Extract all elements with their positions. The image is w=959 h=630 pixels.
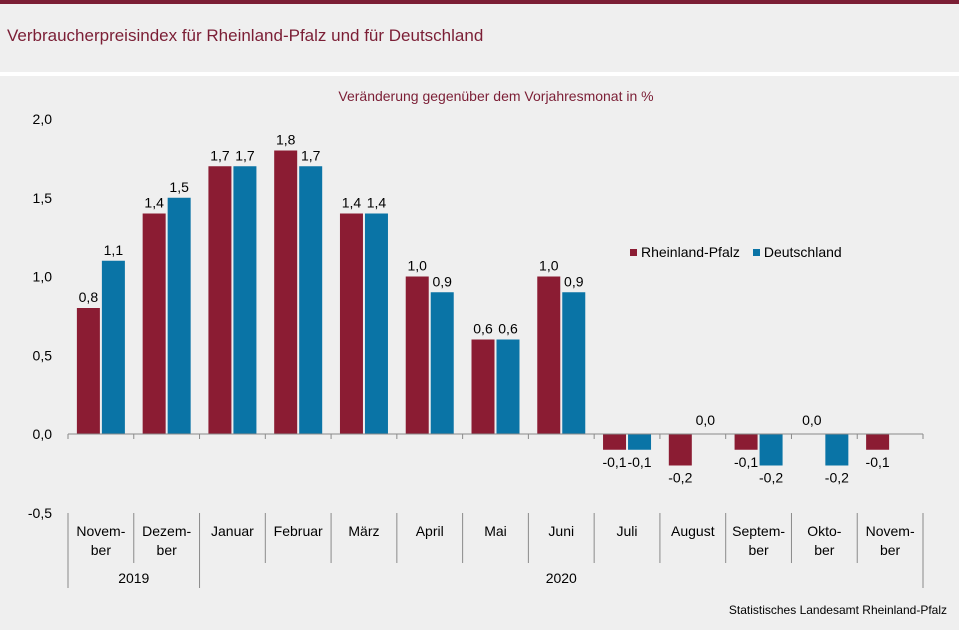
bar-rlp: [734, 434, 758, 450]
category-label: ber: [91, 542, 112, 558]
data-label-rlp: 0,8: [79, 289, 99, 305]
bar-rlp: [866, 434, 890, 450]
chart-legend: Rheinland-Pfalz Deutschland: [630, 244, 855, 260]
y-tick-label: 1,5: [33, 190, 53, 206]
chart-subtitle: Veränderung gegenüber dem Vorjahresmonat…: [338, 88, 653, 104]
bar-de: [299, 166, 323, 434]
data-label-de: 0,0: [696, 412, 716, 428]
data-label-de: 1,1: [104, 242, 124, 258]
year-label: 2020: [546, 570, 577, 586]
bar-rlp: [142, 213, 166, 434]
category-label: April: [416, 523, 444, 539]
category-label: August: [671, 523, 715, 539]
bar-de: [233, 166, 257, 434]
bar-de: [825, 434, 849, 466]
data-label-rlp: 0,0: [802, 412, 822, 428]
category-label: Januar: [211, 523, 254, 539]
data-label-de: -0,1: [627, 454, 651, 470]
category-label: März: [348, 523, 379, 539]
y-tick-label: 2,0: [33, 111, 53, 127]
category-label: ber: [748, 542, 769, 558]
y-tick-label: 0,0: [33, 426, 53, 442]
bar-de: [364, 213, 388, 434]
y-tick-label: 0,5: [33, 347, 53, 363]
bar-rlp: [208, 166, 232, 434]
category-label: ber: [157, 542, 178, 558]
data-label-de: 0,9: [432, 273, 452, 289]
category-label: Juli: [617, 523, 638, 539]
data-label-rlp: 0,6: [473, 321, 493, 337]
bar-de: [430, 292, 454, 434]
bar-de: [759, 434, 783, 466]
bar-de: [167, 197, 191, 434]
bar-rlp: [274, 150, 298, 434]
bar-rlp: [471, 339, 495, 434]
bar-rlp: [537, 276, 561, 434]
data-label-de: 0,9: [564, 273, 584, 289]
data-label-de: 1,5: [169, 179, 189, 195]
bar-de: [562, 292, 586, 434]
category-label: Mai: [484, 523, 507, 539]
data-label-de: 1,4: [367, 195, 387, 211]
data-label-de: -0,2: [759, 470, 783, 486]
data-label-rlp: 1,4: [144, 195, 164, 211]
page-title: Verbraucherpreisindex für Rheinland-Pfal…: [7, 26, 484, 45]
year-label: 2019: [118, 570, 149, 586]
data-label-de: 0,6: [498, 321, 518, 337]
category-label: Novem-: [76, 523, 125, 539]
legend-item-rlp: Rheinland-Pfalz: [630, 244, 740, 260]
data-label-rlp: 1,8: [276, 132, 296, 148]
bar-de: [101, 260, 125, 434]
y-tick-label: -0,5: [28, 505, 52, 521]
bar-rlp: [339, 213, 363, 434]
category-label: Septem-: [732, 523, 785, 539]
bar-rlp: [603, 434, 627, 450]
bar-rlp: [668, 434, 692, 466]
category-label: Okto-: [807, 523, 842, 539]
bar-de: [628, 434, 652, 450]
source-note: Statistisches Landesamt Rheinland-Pfalz: [728, 603, 947, 617]
category-label: Juni: [548, 523, 574, 539]
category-label: Februar: [274, 523, 323, 539]
data-label-rlp: 1,0: [407, 258, 427, 274]
data-label-rlp: -0,1: [602, 454, 626, 470]
data-label-rlp: -0,1: [866, 454, 890, 470]
y-tick-label: 1,0: [33, 269, 53, 285]
data-label-rlp: -0,1: [734, 454, 758, 470]
bar-rlp: [405, 276, 429, 434]
category-label: ber: [880, 542, 901, 558]
data-label-rlp: -0,2: [668, 470, 692, 486]
data-label-de: 1,7: [235, 147, 255, 163]
category-label: ber: [814, 542, 835, 558]
data-label-rlp: 1,7: [210, 147, 230, 163]
top-accent-bar: [0, 0, 959, 4]
legend-swatch-rlp: [630, 248, 637, 256]
data-label-rlp: 1,4: [342, 195, 362, 211]
data-label-de: 1,7: [301, 147, 321, 163]
data-label-de: -0,2: [825, 470, 849, 486]
legend-label-de: Deutschland: [763, 244, 842, 260]
category-label: Novem-: [866, 523, 915, 539]
bar-rlp: [76, 308, 100, 434]
legend-label-rlp: Rheinland-Pfalz: [641, 244, 740, 260]
legend-item-de: Deutschland: [752, 244, 842, 260]
header-divider: [0, 72, 959, 76]
category-label: Dezem-: [142, 523, 191, 539]
legend-swatch-de: [752, 248, 760, 256]
bar-de: [496, 339, 520, 434]
data-label-rlp: 1,0: [539, 258, 559, 274]
